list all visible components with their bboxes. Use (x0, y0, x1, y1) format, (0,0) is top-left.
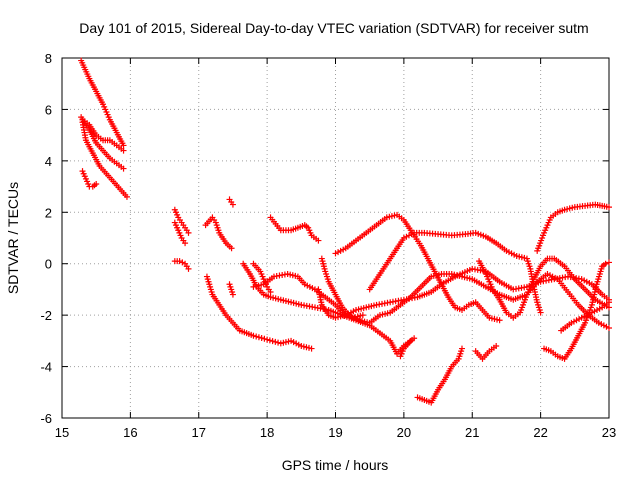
data-point (120, 147, 127, 154)
data-point (411, 335, 418, 342)
x-tick-label: 22 (533, 425, 547, 440)
data-point (537, 309, 544, 316)
x-tick-label: 17 (192, 425, 206, 440)
x-tick-label: 20 (397, 425, 411, 440)
data-point (493, 343, 500, 349)
data-point (272, 338, 279, 345)
y-tick-label: 8 (45, 51, 52, 66)
x-tick-label: 23 (602, 425, 616, 440)
data-markers (78, 57, 612, 406)
series-arc-9 (202, 214, 235, 252)
series-arc-4 (79, 116, 127, 154)
series-arc-18 (318, 255, 612, 331)
data-point (606, 325, 612, 331)
data-point (250, 332, 257, 339)
series-arc-22 (414, 345, 465, 406)
data-point (185, 229, 192, 236)
x-tick-label: 16 (123, 425, 137, 440)
data-point (176, 258, 183, 265)
data-point (228, 245, 235, 252)
series-arc-16 (267, 214, 322, 244)
y-axis-label: SDTVAR / TECUs (5, 182, 21, 294)
series-arc-26 (541, 259, 612, 362)
series-arc-7 (171, 219, 189, 247)
data-point (179, 259, 186, 266)
series-arc-27 (558, 299, 612, 334)
series-arc-23 (472, 343, 500, 362)
series-arc-11 (203, 273, 315, 352)
data-point (93, 181, 100, 187)
data-point (182, 240, 189, 247)
y-tick-label: 4 (45, 154, 52, 169)
data-point (229, 291, 236, 298)
x-tick-label: 21 (465, 425, 479, 440)
data-point (407, 337, 414, 344)
data-point (266, 337, 273, 344)
data-point (123, 193, 130, 200)
data-point (606, 204, 612, 211)
series-arc-25 (534, 201, 612, 254)
data-point (120, 142, 127, 149)
data-point (264, 336, 271, 343)
series-arc-12 (226, 281, 236, 298)
axis-ticks (61, 57, 610, 419)
series-arc-5 (79, 168, 100, 190)
data-point (185, 265, 192, 272)
x-tick-label: 19 (328, 425, 342, 440)
y-tick-label: -6 (40, 411, 52, 426)
series-arc-1 (78, 57, 127, 149)
grid-lines (62, 58, 609, 418)
data-point (458, 345, 465, 352)
series-arc-10 (226, 196, 236, 208)
series-arc-19 (332, 211, 503, 324)
series-arc-6 (171, 206, 192, 236)
data-point (120, 165, 127, 172)
y-tick-label: 2 (45, 205, 52, 220)
data-point (267, 289, 274, 295)
y-tick-label: -4 (40, 360, 52, 375)
data-point (606, 304, 612, 311)
y-tick-label: -2 (40, 308, 52, 323)
data-point (606, 299, 612, 306)
data-point (253, 333, 260, 340)
series-arc-21 (397, 337, 414, 360)
data-point (308, 345, 315, 352)
data-point (359, 312, 366, 319)
x-tick-label: 15 (55, 425, 69, 440)
y-tick-label: 0 (45, 257, 52, 272)
y-tick-label: 6 (45, 102, 52, 117)
series-arc-8 (171, 258, 192, 272)
data-point (269, 338, 276, 345)
tick-labels: 15 16 17 18 19 20 21 22 23 -6 -4 -2 0 2 4 6 8 (40, 51, 616, 440)
data-point (275, 339, 282, 346)
chart-title: Day 101 of 2015, Sidereal Day-to-day VTE… (79, 20, 588, 36)
data-point (255, 334, 262, 341)
data-point (602, 260, 609, 267)
series-arc-3 (79, 119, 130, 200)
x-tick-label: 18 (260, 425, 274, 440)
x-axis-label: GPS time / hours (282, 457, 389, 473)
data-point (261, 335, 268, 342)
data-point (258, 335, 265, 342)
data-point (229, 201, 236, 208)
data-point (606, 259, 612, 266)
data-point (496, 317, 503, 324)
data-point (315, 237, 322, 244)
